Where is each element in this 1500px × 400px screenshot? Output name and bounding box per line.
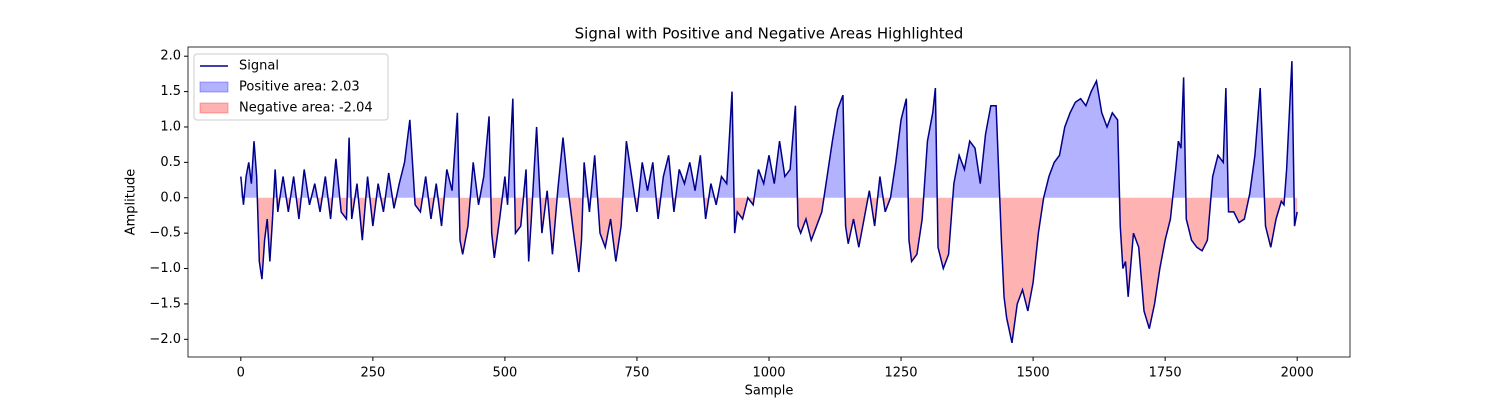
x-tick-label: 1500	[1017, 366, 1050, 381]
y-tick-label: −2.0	[149, 332, 181, 347]
x-tick-label: 500	[492, 366, 517, 381]
signal-line	[240, 61, 1298, 344]
x-tick-label: 1750	[1149, 366, 1182, 381]
y-tick-label: 0.0	[160, 190, 181, 205]
legend-swatch	[199, 102, 229, 114]
y-tick-label: −0.5	[149, 226, 181, 241]
legend-swatch	[199, 81, 229, 93]
y-tick-label: 2.0	[160, 49, 181, 64]
x-axis-label: Sample	[745, 384, 794, 399]
x-tick-label: 2000	[1281, 366, 1314, 381]
x-tick-label: 750	[625, 366, 650, 381]
legend-box	[193, 53, 389, 121]
area-fill	[240, 61, 1295, 198]
y-tick-label: −1.0	[149, 261, 181, 276]
x-tick-label: 250	[360, 366, 385, 381]
y-axis-label: Amplitude	[124, 169, 139, 236]
x-tick-label: 1250	[884, 366, 917, 381]
legend-label: Positive area: 2.03	[239, 80, 360, 95]
y-tick-label: −1.5	[149, 296, 181, 311]
y-tick-label: 0.5	[160, 155, 181, 170]
legend-label: Signal	[239, 59, 279, 74]
x-tick-label: 1000	[752, 366, 785, 381]
x-tick-label: 0	[237, 366, 245, 381]
legend-label: Negative area: -2.04	[239, 101, 373, 116]
y-tick-label: 1.0	[160, 119, 181, 134]
plot-frame	[187, 46, 1351, 358]
chart-title: Signal with Positive and Negative Areas …	[575, 25, 964, 43]
y-tick-label: 1.5	[160, 84, 181, 99]
legend: Signal Positive area: 2.03 Negative area: …	[193, 53, 389, 121]
area-fill	[242, 197, 1298, 343]
